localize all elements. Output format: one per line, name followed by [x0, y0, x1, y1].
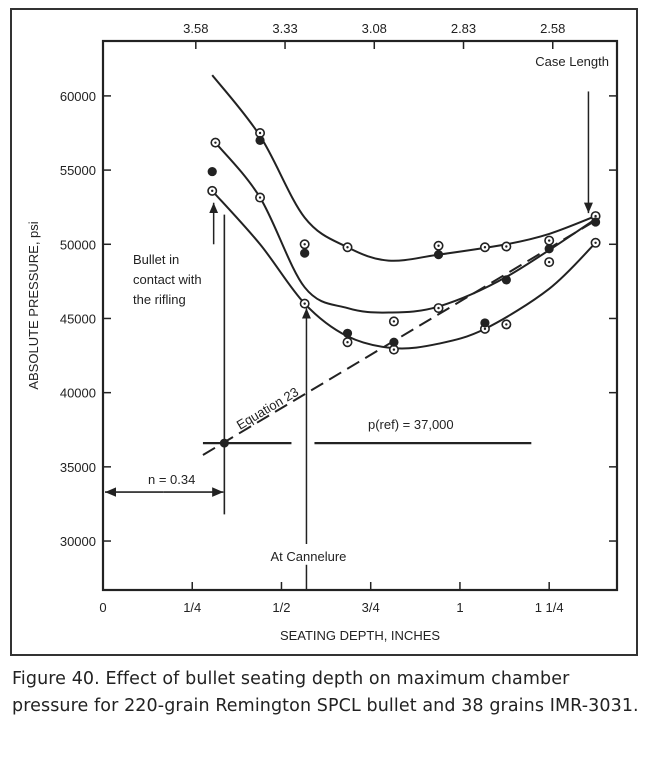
equation-23-label: Equation 23	[234, 384, 301, 432]
y-tick-label: 30000	[60, 534, 96, 549]
bullet-contact-label: the rifling	[133, 292, 186, 307]
n-label: n = 0.34	[148, 472, 195, 487]
y-tick-label: 60000	[60, 89, 96, 104]
series-1-filled-point	[300, 248, 310, 258]
series-3-filled-point	[342, 328, 353, 338]
x-tick-label: 1	[456, 600, 463, 615]
series-1-filled-point	[255, 135, 265, 146]
series-1-hollow-point-dot	[505, 245, 508, 248]
y-tick-label: 40000	[60, 386, 96, 401]
x-tick-label: 1 1/4	[535, 600, 564, 615]
bullet-contact-label: Bullet in	[133, 252, 179, 267]
series-3-hollow-point-dot	[392, 348, 396, 351]
series-2-filled-point	[207, 166, 217, 177]
series-3-hollow-point-dot	[594, 241, 597, 244]
x-tick-label: 1/2	[272, 600, 290, 615]
series-1-hollow-point-dot	[437, 244, 440, 247]
series-1-filled-point	[433, 250, 444, 260]
series-1-hollow-point-dot	[483, 246, 487, 249]
series-2-filled-point	[590, 217, 601, 227]
x-tick-label: 1/4	[183, 600, 201, 615]
top-axis-tick-label: 3.33	[272, 21, 297, 36]
y-tick-label: 55000	[60, 163, 96, 178]
series-3-hollow-point-dot	[505, 323, 508, 326]
series-1-hollow-point-dot	[258, 131, 262, 135]
case-length-label: Case Length	[535, 54, 609, 69]
x-tick-label: 0	[99, 600, 106, 615]
figure-caption: Figure 40. Effect of bullet seating dept…	[12, 669, 639, 716]
series-2-hollow-point-dot	[437, 306, 440, 310]
top-axis-tick-label: 2.58	[540, 21, 565, 36]
series-3-hollow-point-dot	[211, 189, 214, 193]
x-axis-label: SEATING DEPTH, INCHES	[280, 628, 440, 643]
series-2-curve	[214, 142, 597, 314]
cannelure-label: At Cannelure	[271, 549, 347, 564]
series-3-filled-point	[389, 337, 399, 347]
series-2-hollow-point-dot	[258, 196, 262, 199]
y-tick-label: 45000	[60, 311, 96, 326]
pref-label: p(ref) = 37,000	[368, 417, 454, 432]
series-2-hollow-point-dot	[214, 141, 217, 144]
figure-frame	[10, 8, 638, 656]
y-tick-label: 35000	[60, 460, 96, 475]
top-axis-tick-label: 3.58	[183, 21, 208, 36]
series-2-hollow-point-dot	[547, 260, 551, 264]
plot-area-frame	[101, 39, 619, 592]
series-3-hollow-point-dot	[303, 302, 306, 305]
series-1-hollow-point-dot	[346, 246, 349, 249]
series-2-filled-point	[501, 275, 511, 285]
series-1-curve	[211, 74, 596, 262]
series-3-hollow-point-dot	[483, 327, 487, 331]
equation-23-line	[202, 219, 597, 456]
series-2-hollow-point-dot	[392, 320, 396, 323]
series-1-hollow-point-dot	[594, 214, 597, 218]
y-axis-label: ABSOLUTE PRESSURE, psi	[26, 221, 41, 389]
x-tick-label: 3/4	[362, 600, 380, 615]
bullet-contact-label: contact with	[133, 272, 202, 287]
series-1-hollow-point-dot	[303, 243, 306, 246]
y-tick-label: 50000	[60, 237, 96, 252]
series-1-hollow-point-dot	[547, 239, 551, 242]
series-3-filled-point	[480, 318, 490, 328]
series-3-hollow-point-dot	[346, 341, 349, 344]
top-axis-tick-label: 3.08	[362, 21, 387, 36]
top-axis-tick-label: 2.83	[451, 21, 476, 36]
pressure-chart: 0 1/4 1/2 3/4 1 1 1/4 3.58 3.33 3.08 2.83 2.58 3000…	[26, 21, 619, 643]
